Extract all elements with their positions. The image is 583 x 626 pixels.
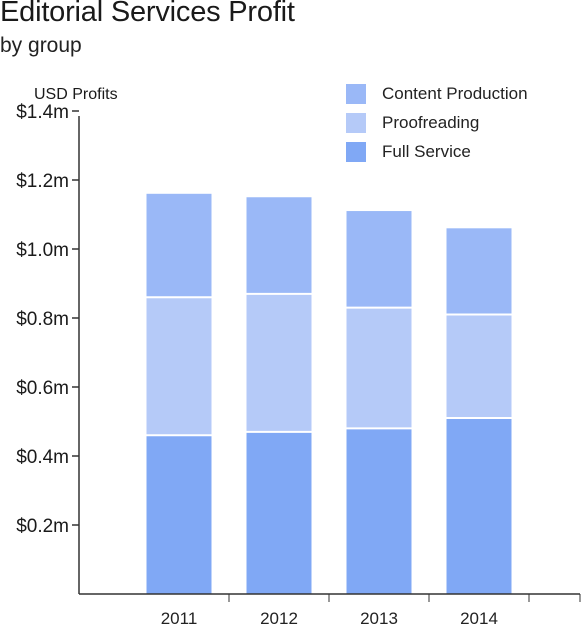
y-tick-label-1.4: $1.4m <box>16 102 69 123</box>
chart-subtitle: by group <box>0 34 82 57</box>
x-tick-label-2014: 2014 <box>460 609 498 626</box>
y-tick-label-0.4: $0.4m <box>16 447 69 468</box>
y-axis-label: USD Profits <box>34 86 118 103</box>
legend-item-content-production: Content Production <box>346 79 528 108</box>
legend-swatch-proofreading <box>346 112 366 133</box>
bar-content-production-2012 <box>246 197 312 294</box>
legend-item-full-service: Full Service <box>346 137 528 166</box>
x-tick-label-2012: 2012 <box>260 609 298 626</box>
y-tick-label-0.2: $0.2m <box>16 516 69 537</box>
chart-title: Editorial Services Profit <box>0 0 295 28</box>
bar-proofreading-2013 <box>346 307 412 429</box>
legend-swatch-full-service <box>346 141 366 162</box>
bar-content-production-2013 <box>346 211 412 308</box>
x-tick-label-2011: 2011 <box>161 609 198 626</box>
bar-content-production-2011 <box>146 193 212 298</box>
y-tick-label-1.2: $1.2m <box>16 171 69 192</box>
legend-item-proofreading: Proofreading <box>346 108 528 137</box>
legend: Content Production Proofreading Full Ser… <box>346 79 528 166</box>
bar-content-production-2014 <box>446 228 512 315</box>
bar-full-service-2012 <box>246 431 312 594</box>
bar-proofreading-2012 <box>246 293 312 432</box>
legend-label-content-production: Content Production <box>382 83 528 103</box>
bar-full-service-2013 <box>346 428 412 594</box>
legend-label-proofreading: Proofreading <box>382 112 480 132</box>
bar-full-service-2014 <box>446 418 512 594</box>
y-tick-label-0.8: $0.8m <box>16 309 69 330</box>
legend-swatch-content-production <box>346 83 366 104</box>
y-tick-label-0.6: $0.6m <box>16 378 69 399</box>
x-tick-label-2013: 2013 <box>360 609 398 626</box>
bar-proofreading-2011 <box>146 297 212 436</box>
y-tick-label-1: $1.0m <box>16 240 69 261</box>
legend-label-full-service: Full Service <box>382 141 471 161</box>
bar-full-service-2011 <box>146 435 212 594</box>
bar-proofreading-2014 <box>446 314 512 419</box>
